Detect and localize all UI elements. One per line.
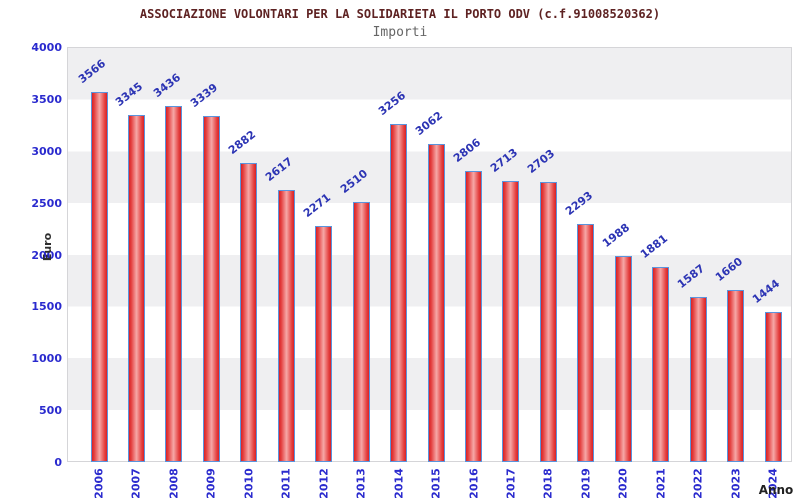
y-tick-label: 1500: [31, 300, 62, 314]
bar: [315, 226, 333, 462]
x-tick-label: 2007: [129, 468, 143, 499]
chart-subtitle: Importi: [372, 25, 428, 40]
x-tick-label: 2021: [654, 468, 668, 499]
x-tick-label: 2012: [317, 468, 331, 499]
x-tick-label: 2018: [541, 468, 555, 499]
x-tick-label: 2008: [167, 468, 181, 499]
y-tick-label: 3500: [31, 92, 62, 106]
bar: [465, 170, 482, 462]
bar: [727, 289, 745, 462]
bar: [352, 201, 370, 462]
bar: [240, 162, 258, 462]
y-tick-label: 2500: [31, 196, 62, 210]
x-tick-label: 2006: [92, 468, 106, 499]
bar: [202, 115, 220, 462]
x-tick-label: 2014: [392, 468, 406, 499]
bar: [764, 312, 782, 462]
x-tick-label: 2013: [354, 468, 368, 499]
x-tick-label: 2010: [242, 468, 256, 499]
bar: [165, 105, 183, 462]
y-tick-label: 4000: [31, 41, 62, 54]
y-tick-label: 2000: [31, 248, 62, 262]
bar: [277, 190, 295, 462]
bar: [539, 181, 557, 462]
x-tick-label: 2022: [691, 468, 705, 499]
y-tick-label: 1000: [31, 352, 62, 366]
y-tick-label: 3000: [31, 144, 62, 158]
y-tick-label: 500: [39, 404, 62, 418]
bar: [652, 266, 670, 462]
bar: [502, 180, 520, 462]
x-tick-label: 2016: [467, 468, 480, 499]
x-tick-label: 2020: [616, 468, 630, 499]
x-axis-title: Anno: [758, 483, 794, 497]
x-tick-label: 2011: [279, 468, 293, 499]
bar: [577, 224, 595, 462]
x-tick-label: 2023: [729, 468, 743, 499]
bar: [90, 92, 108, 462]
x-tick-label: 2017: [504, 468, 518, 499]
y-axis-title: Euro: [41, 232, 54, 262]
bar: [127, 114, 145, 462]
x-tick-label: 2015: [429, 468, 443, 499]
bar: [614, 255, 632, 462]
y-tick-label: 0: [54, 456, 62, 469]
x-tick-label: 2019: [579, 468, 593, 499]
bar: [390, 124, 408, 462]
x-tick-label: 2009: [204, 468, 218, 499]
bar: [427, 144, 445, 462]
chart-title: ASSOCIAZIONE VOLONTARI PER LA SOLIDARIET…: [139, 7, 661, 21]
bar: [689, 297, 707, 462]
